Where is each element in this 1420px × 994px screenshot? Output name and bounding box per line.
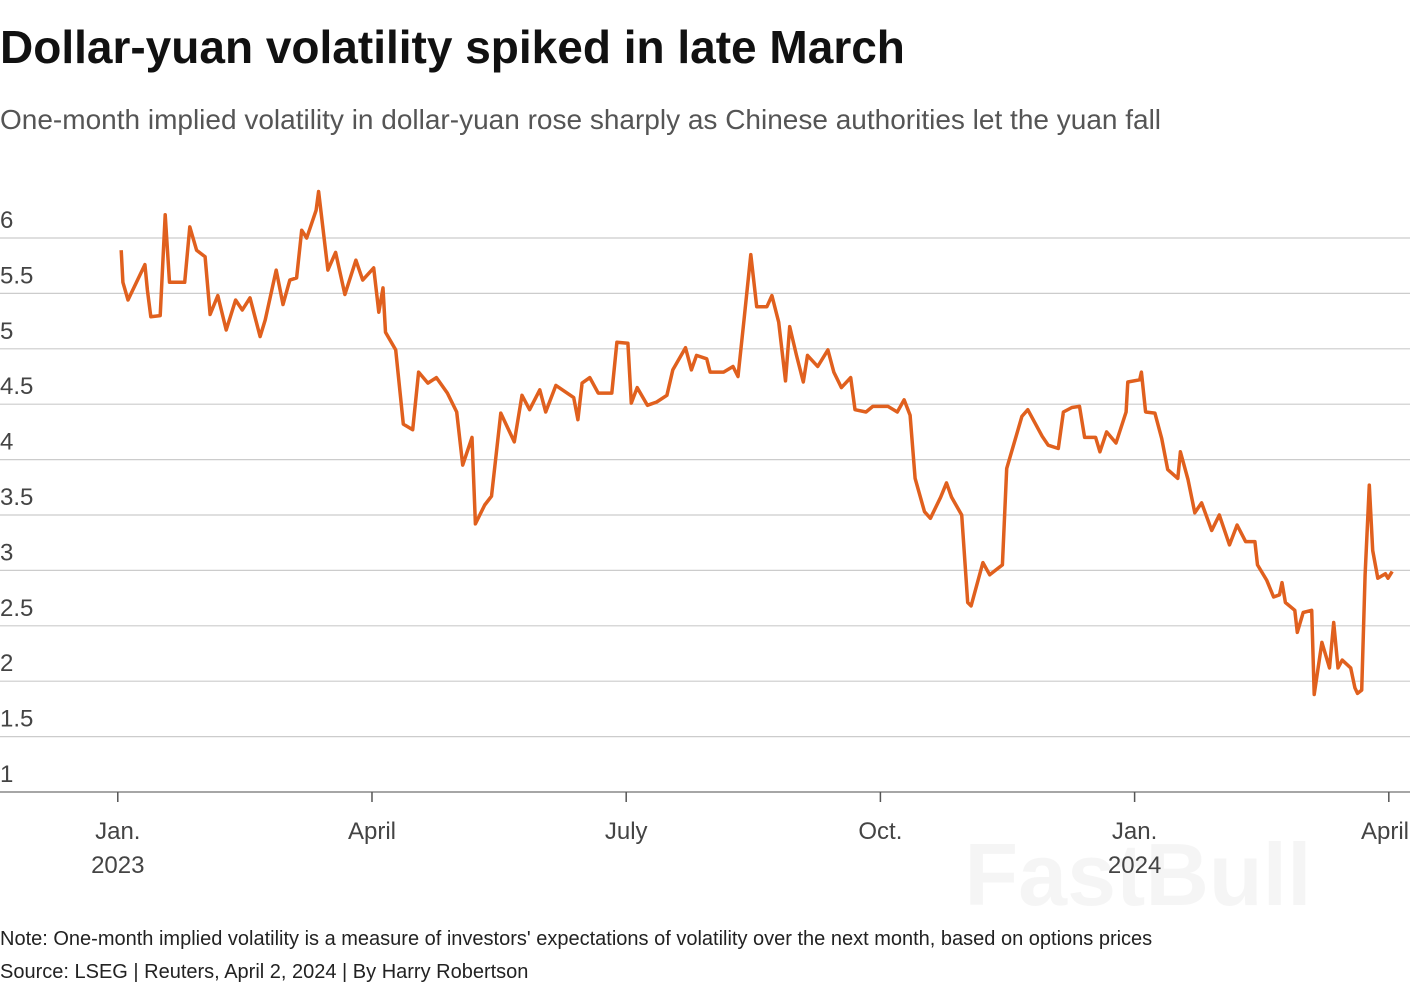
y-tick-label: 2.5 [0, 595, 33, 622]
source: Source: LSEG | Reuters, April 2, 2024 | … [0, 961, 529, 983]
y-tick-label: 4 [0, 429, 13, 456]
chart-subtitle: One-month implied volatility in dollar-y… [0, 104, 1162, 135]
x-tick-label: Jan. 2023 [91, 818, 145, 879]
y-tick-label: 5 [0, 318, 13, 345]
y-tick-label: 5.5 [0, 262, 33, 289]
y-tick-label: 4.5 [0, 373, 33, 400]
x-tick-label: July [604, 818, 648, 845]
x-tick-label: April [347, 818, 396, 845]
line-series [119, 189, 1394, 697]
x-tick-label: April [1360, 818, 1409, 845]
y-tick-label: 1 [0, 761, 13, 788]
x-tick-label: Oct. [858, 818, 903, 845]
y-tick-label: 3.5 [0, 484, 33, 511]
y-tick-label: 6 [0, 207, 13, 234]
note: Note: One-month implied volatility is a … [0, 928, 1153, 950]
y-tick-label: 3 [0, 539, 13, 566]
watermark: FastBull [964, 825, 1311, 924]
chart-title: Dollar-yuan volatility spiked in late Ma… [0, 21, 905, 73]
y-tick-label: 2 [0, 650, 13, 677]
y-tick-label: 1.5 [0, 706, 33, 733]
x-tick-label: Jan. 2024 [1107, 818, 1162, 879]
